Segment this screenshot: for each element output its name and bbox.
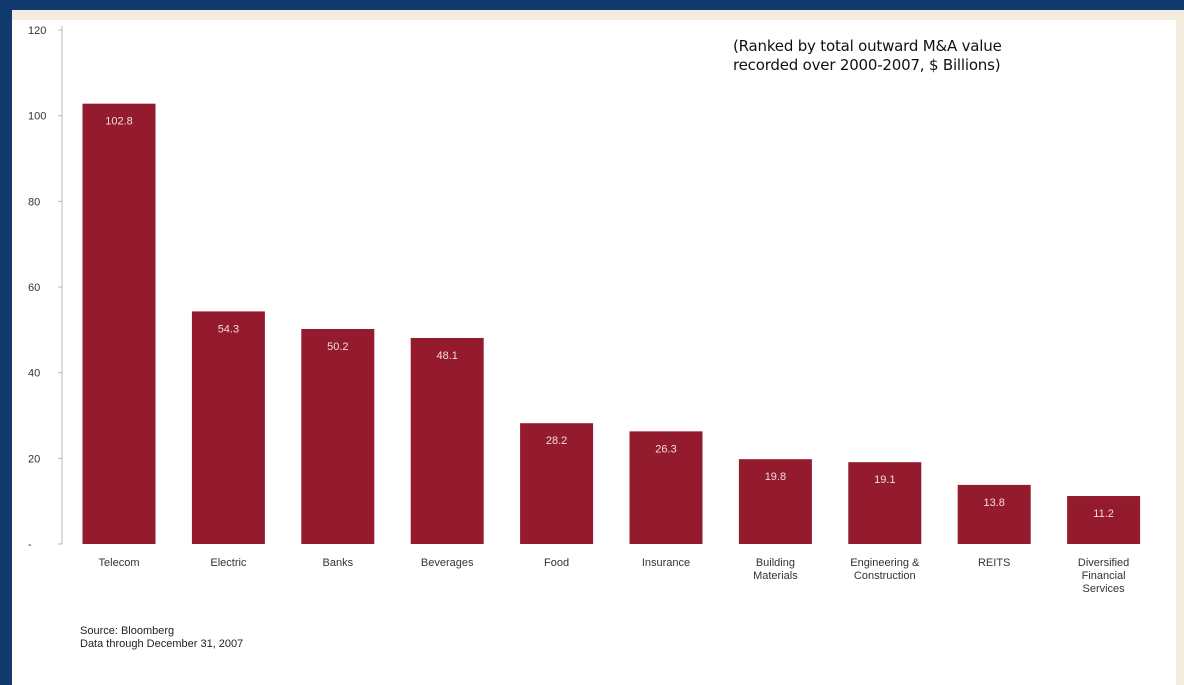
data-through-line: Data through December 31, 2007 [80,638,244,650]
bar-value-label: 50.2 [327,341,348,353]
source-line: Source: Bloomberg [80,625,175,637]
x-axis-labels: Telecom Electric Banks Beverages Food Insuran… [99,557,1130,595]
bar [629,431,703,544]
bar [191,311,265,544]
bar [301,328,375,544]
note-line-2: recorded over 2000-2007, $ Billions) [733,56,1001,74]
bar [82,103,156,544]
chart-note: (Ranked by total outward M&A value recor… [733,37,1133,75]
x-tick-label: REITS [978,557,1010,569]
bar [410,337,484,544]
x-tick-label: Diversified Financial Services [1078,557,1129,595]
bar [848,462,922,544]
bar [957,484,1031,544]
bar-value-label: 19.1 [874,474,895,486]
x-tick-label: Insurance [642,557,690,569]
y-tick-label: 80 [28,196,40,208]
x-tick-label: Engineering & Construction [850,557,920,582]
source-note: Source: Bloomberg Data through December … [80,625,243,651]
bar-value-label: 19.8 [765,471,786,483]
note-line-1: (Ranked by total outward M&A value [733,37,1002,55]
y-tick-label: 120 [28,25,46,37]
bar [738,459,812,544]
bar-value-label: 54.3 [218,323,239,335]
bar [1067,496,1141,544]
bar-value-label: 11.2 [1093,508,1114,520]
x-tick-label: Food [544,557,569,569]
x-tick-label: Building Materials [753,557,798,582]
y-axis: - 20 40 60 80 100 120 [28,25,63,551]
x-tick-label: Banks [323,557,354,569]
bar-value-label: 102.8 [105,116,133,128]
x-tick-label: Telecom [99,557,140,569]
y-tick-label: 60 [28,282,40,294]
y-tick-label: 100 [28,111,46,123]
bar-value-label: 13.8 [983,497,1004,509]
y-tick-label: 20 [28,453,40,465]
y-tick-label: - [28,539,32,551]
bars: 102.8 54.3 50.2 48.1 28.2 26.3 19.8 19.1 13.8 11.… [82,103,1141,544]
bar [520,423,594,544]
x-tick-label: Electric [210,557,247,569]
y-tick-label: 40 [28,368,40,380]
x-tick-label: Beverages [421,557,474,569]
bar-value-label: 28.2 [546,435,567,447]
bar-value-label: 48.1 [436,350,457,362]
bar-value-label: 26.3 [655,443,676,455]
